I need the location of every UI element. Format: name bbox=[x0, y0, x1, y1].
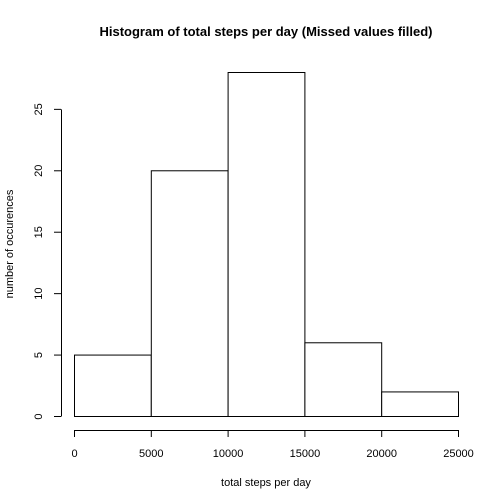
y-tick-label: 25 bbox=[33, 103, 45, 115]
x-tick-label: 25000 bbox=[443, 448, 474, 460]
y-tick-label: 15 bbox=[33, 226, 45, 238]
histogram-bar bbox=[227, 72, 306, 417]
bars-group bbox=[74, 72, 460, 418]
x-axis: 0 5000 10000 15000 20000 25000 bbox=[71, 430, 474, 460]
y-tick-label: 20 bbox=[33, 165, 45, 177]
x-axis-label: total steps per day bbox=[221, 477, 311, 489]
x-tick-label: 5000 bbox=[139, 448, 163, 460]
histogram-bar bbox=[304, 342, 383, 417]
y-tick-label: 5 bbox=[33, 352, 45, 358]
x-tick-label: 20000 bbox=[366, 448, 397, 460]
chart-title: Histogram of total steps per day (Missed… bbox=[99, 24, 432, 39]
histogram-bar bbox=[150, 170, 229, 417]
histogram-bar bbox=[381, 391, 460, 417]
y-tick-label: 0 bbox=[33, 413, 45, 419]
x-tick-label: 0 bbox=[71, 448, 77, 460]
y-tick-label: 10 bbox=[33, 288, 45, 300]
histogram-bar bbox=[74, 354, 152, 418]
x-tick-label: 15000 bbox=[290, 448, 321, 460]
y-axis-label: number of occurences bbox=[4, 189, 16, 298]
y-axis: 0 5 10 15 20 25 bbox=[33, 103, 62, 420]
x-tick-label: 10000 bbox=[213, 448, 244, 460]
